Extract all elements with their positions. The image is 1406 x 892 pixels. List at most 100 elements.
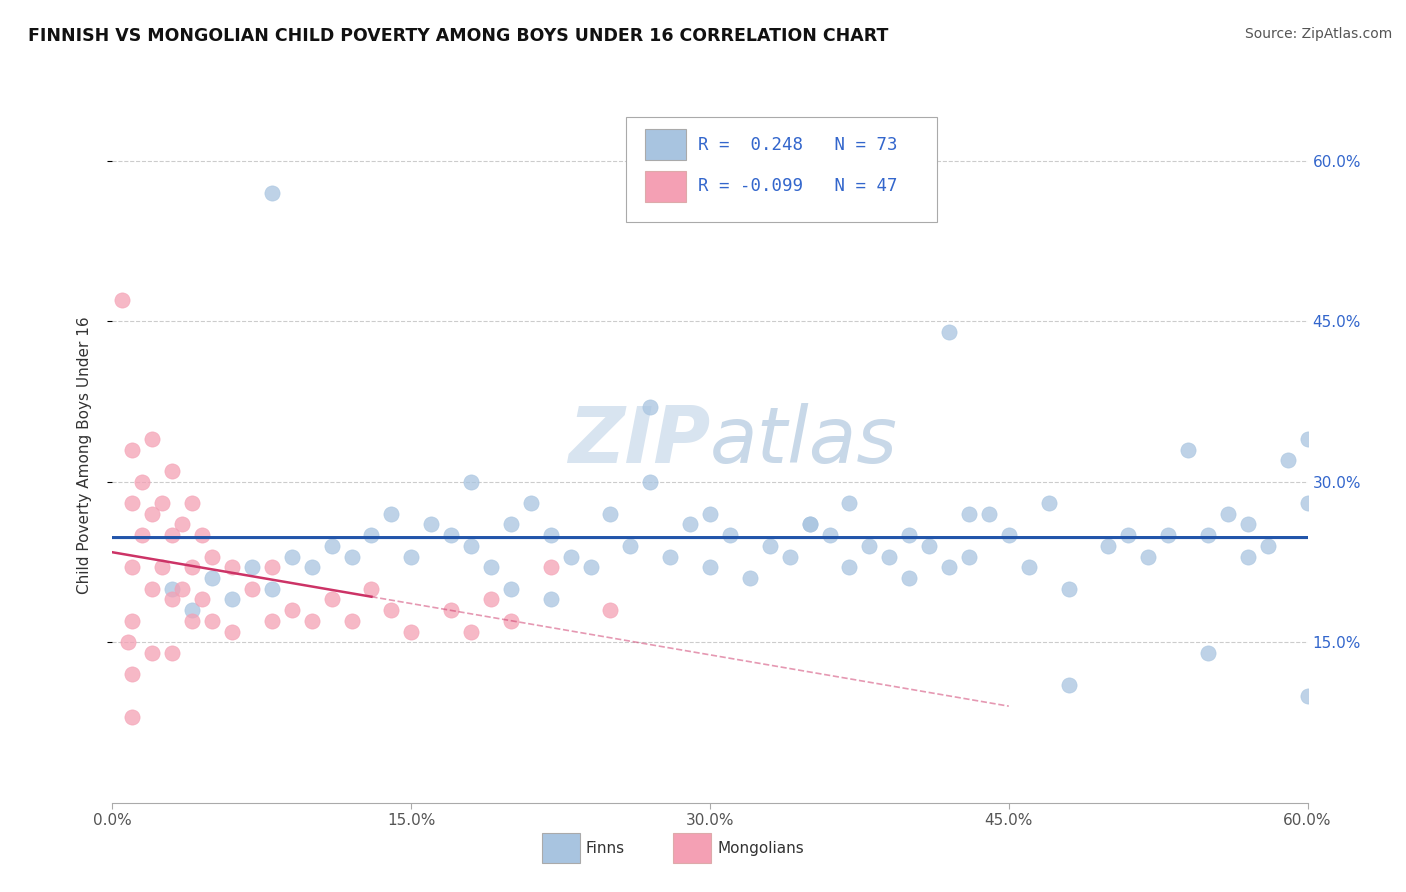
Point <box>499 582 522 596</box>
Point <box>1277 453 1299 467</box>
Point <box>162 646 183 660</box>
Point <box>240 560 263 574</box>
Point <box>1057 582 1080 596</box>
Point <box>131 528 153 542</box>
Point <box>131 475 153 489</box>
Point <box>1018 560 1040 574</box>
Point <box>191 528 214 542</box>
Point <box>221 624 243 639</box>
Point <box>420 517 443 532</box>
Point <box>540 528 562 542</box>
Point <box>1296 496 1319 510</box>
Point <box>918 539 941 553</box>
Point <box>181 496 204 510</box>
Point <box>499 517 522 532</box>
Point <box>321 592 343 607</box>
Point <box>162 592 183 607</box>
Point <box>638 475 662 489</box>
Point <box>718 528 741 542</box>
Point <box>201 549 224 564</box>
Point <box>1137 549 1160 564</box>
FancyBboxPatch shape <box>626 118 936 222</box>
Point <box>957 507 980 521</box>
Point <box>162 464 183 478</box>
Point <box>1157 528 1180 542</box>
Point <box>340 549 363 564</box>
Point <box>599 507 621 521</box>
Point <box>619 539 641 553</box>
Point <box>440 528 463 542</box>
Point <box>111 293 134 307</box>
Point <box>799 517 821 532</box>
Point <box>260 560 283 574</box>
Text: atlas: atlas <box>710 403 898 479</box>
Point <box>1116 528 1139 542</box>
Text: R =  0.248   N = 73: R = 0.248 N = 73 <box>697 136 897 153</box>
Point <box>1216 507 1239 521</box>
Point <box>301 614 323 628</box>
Point <box>221 592 243 607</box>
Point <box>201 614 224 628</box>
Point <box>699 507 721 521</box>
Point <box>838 496 860 510</box>
Point <box>1237 549 1260 564</box>
Point <box>380 603 402 617</box>
Point <box>260 582 283 596</box>
Point <box>877 549 900 564</box>
Text: R = -0.099   N = 47: R = -0.099 N = 47 <box>697 178 897 195</box>
Point <box>150 560 173 574</box>
Point <box>679 517 702 532</box>
Point <box>799 517 821 532</box>
Point <box>121 560 143 574</box>
FancyBboxPatch shape <box>645 171 686 202</box>
Point <box>898 571 921 585</box>
Point <box>560 549 582 564</box>
Point <box>479 560 502 574</box>
Point <box>540 592 562 607</box>
Point <box>240 582 263 596</box>
Point <box>281 549 304 564</box>
Point <box>938 560 960 574</box>
Text: Finns: Finns <box>586 840 624 855</box>
Y-axis label: Child Poverty Among Boys Under 16: Child Poverty Among Boys Under 16 <box>77 316 91 594</box>
Point <box>1296 432 1319 446</box>
Point <box>281 603 304 617</box>
Point <box>479 592 502 607</box>
Point <box>172 517 194 532</box>
FancyBboxPatch shape <box>673 833 711 863</box>
Point <box>759 539 782 553</box>
Point <box>838 560 860 574</box>
Point <box>141 507 163 521</box>
Point <box>460 539 482 553</box>
Point <box>181 614 204 628</box>
Point <box>540 560 562 574</box>
Point <box>121 496 143 510</box>
Point <box>121 667 143 681</box>
Point <box>321 539 343 553</box>
Point <box>141 432 163 446</box>
Point <box>1057 678 1080 692</box>
Point <box>1097 539 1119 553</box>
Point <box>898 528 921 542</box>
Point <box>998 528 1021 542</box>
Point <box>201 571 224 585</box>
Point <box>360 528 382 542</box>
Text: FINNISH VS MONGOLIAN CHILD POVERTY AMONG BOYS UNDER 16 CORRELATION CHART: FINNISH VS MONGOLIAN CHILD POVERTY AMONG… <box>28 27 889 45</box>
Point <box>599 603 621 617</box>
Point <box>121 442 143 457</box>
Point <box>340 614 363 628</box>
Point <box>858 539 880 553</box>
Text: Mongolians: Mongolians <box>717 840 804 855</box>
Point <box>1257 539 1279 553</box>
Point <box>1038 496 1060 510</box>
Point <box>401 624 423 639</box>
Point <box>1197 646 1219 660</box>
Point <box>121 614 143 628</box>
Point <box>301 560 323 574</box>
Point <box>172 582 194 596</box>
Point <box>499 614 522 628</box>
Point <box>460 475 482 489</box>
Point <box>579 560 602 574</box>
Point <box>818 528 841 542</box>
Point <box>191 592 214 607</box>
